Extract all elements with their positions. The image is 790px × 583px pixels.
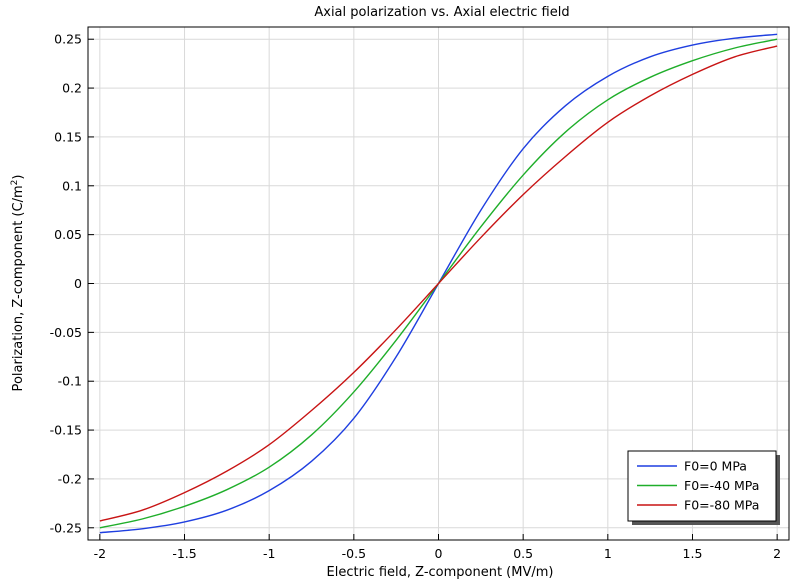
y-tick-label: 0.15 — [54, 129, 82, 144]
grid-layer — [88, 27, 789, 540]
y-tick-label: -0.1 — [58, 374, 82, 389]
x-tick-label: -2 — [94, 546, 106, 561]
legend-label: F0=0 MPa — [684, 459, 747, 474]
x-tick-label: 1 — [604, 546, 612, 561]
x-tick-label: -1 — [263, 546, 275, 561]
series-layer — [99, 33, 778, 534]
y-tick-label: 0.25 — [54, 32, 82, 47]
y-tick-label: 0.1 — [62, 178, 82, 193]
y-axis-label-superscript: 2 — [10, 180, 20, 186]
y-tick-label: -0.25 — [50, 520, 82, 535]
legend-label: F0=-80 MPa — [684, 498, 759, 513]
y-axis-label-close: ) — [11, 175, 26, 180]
y-axis-label: Polarization, Z-component (C/m2) — [10, 175, 26, 392]
y-axis-label-main: Polarization, Z-component (C/m — [11, 185, 26, 391]
x-tick-label: 0.5 — [513, 546, 533, 561]
series-line-3 — [99, 45, 778, 522]
legend-label: F0=-40 MPa — [684, 478, 759, 493]
x-tick-label: 1.5 — [683, 546, 703, 561]
legend: F0=0 MPa F0=-40 MPa F0=-80 MPa — [627, 450, 780, 525]
y-tick-label: 0.2 — [62, 81, 82, 96]
x-tick-label: -1.5 — [172, 546, 196, 561]
y-tick-label: -0.05 — [50, 325, 82, 340]
y-tick-label: -0.15 — [50, 423, 82, 438]
legend-items: F0=0 MPa F0=-40 MPa F0=-80 MPa — [637, 459, 759, 513]
x-tick-label: -0.5 — [342, 546, 366, 561]
x-tick-label: 0 — [435, 546, 443, 561]
chart-title: Axial polarization vs. Axial electric fi… — [314, 5, 569, 20]
ticks-layer: -2 -1.5 -1 -0.5 0 0.5 1 1.5 2 -0.25 -0.2 -0.15 -0.1 -… — [50, 32, 781, 561]
x-axis-label: Electric field, Z-component (MV/m) — [327, 565, 554, 580]
y-tick-label: 0.05 — [54, 227, 82, 242]
y-tick-label: 0 — [74, 276, 82, 291]
x-tick-label: 2 — [773, 546, 781, 561]
y-tick-label: -0.2 — [58, 471, 82, 486]
